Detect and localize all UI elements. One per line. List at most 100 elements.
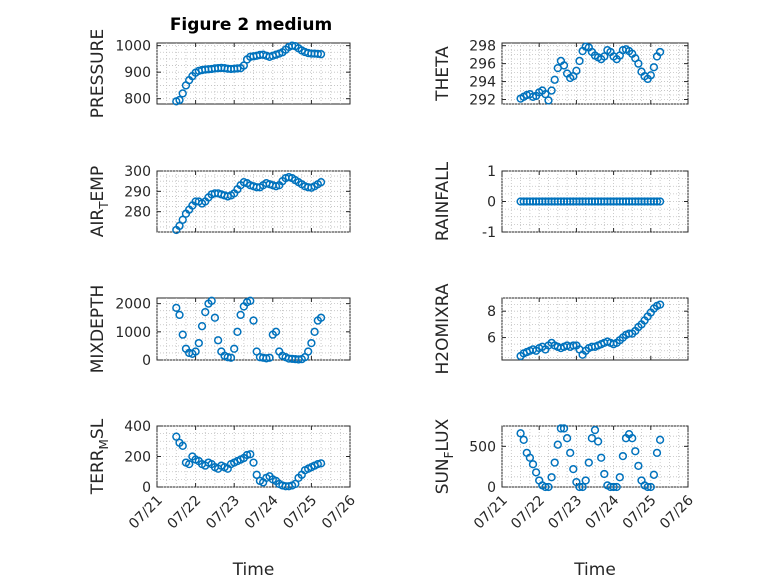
mixdepth-data-point: [262, 354, 271, 363]
terr-msl-x-tick-label: 07/23: [203, 493, 243, 533]
sun-flux-data-point: [593, 437, 603, 446]
pressure-data-point: [313, 49, 322, 59]
theta-data-point: [634, 59, 643, 68]
sun-flux-data-point: [566, 448, 575, 457]
sun-flux-data-point: [525, 453, 535, 462]
sun-flux-data-point: [615, 473, 624, 482]
sun-flux-x-tick-label: 07/21: [471, 493, 511, 533]
sun-flux-data-point: [575, 482, 584, 492]
sun-flux-data-point: [569, 464, 578, 474]
subplot-air-temp: 280 290 300 AIRTEMP: [88, 164, 351, 237]
theta-y-tick-label: 298: [469, 39, 496, 55]
terr-msl-data-point: [316, 459, 326, 468]
terr-msl-x-tick-label: 07/26: [319, 492, 359, 532]
rainfall-y-tick-label: 1: [487, 164, 496, 180]
sun-flux-data-point: [553, 440, 562, 449]
sun-flux-data-point: [581, 476, 590, 485]
sun-flux-y-axis-label: SUNFLUX: [433, 418, 456, 494]
mixdepth-data-point: [178, 330, 187, 339]
sun-flux-data-point: [643, 482, 652, 492]
sun-flux-data-point: [600, 469, 609, 479]
sun-flux-x-axis-label: Time: [573, 560, 616, 580]
theta-y-tick-label: 292: [469, 93, 496, 109]
terr-msl-data-point: [246, 450, 255, 459]
theta-data-point: [600, 52, 609, 61]
theta-data-point: [649, 63, 659, 72]
mixdepth-data-point: [223, 353, 232, 362]
terr-msl-data-point: [313, 459, 322, 469]
mixdepth-data-point: [230, 344, 239, 353]
mixdepth-data-point: [172, 303, 181, 313]
subplot-h2omixra: 6 8 H2OMIXRA: [433, 283, 689, 375]
subplot-pressure: 800 900 1000 PRESSURE: [88, 29, 351, 118]
subplot-terr-msl: 0 200 400 TERRMSL 07/2107/2207/2307/2407/250…: [88, 418, 359, 580]
theta-data-point: [575, 56, 584, 66]
sun-flux-data-point: [516, 429, 525, 438]
theta-data-point: [646, 71, 655, 80]
theta-y-axis-label: THETA: [433, 46, 453, 102]
mixdepth-data-point: [265, 353, 274, 362]
rainfall-data-point: [655, 197, 665, 206]
subplot-sun-flux: 0 500 SUNFLUX 07/2107/2207/2307/2407/2507/2…: [433, 418, 697, 580]
pressure-data-point: [233, 64, 242, 73]
mixdepth-data-point: [271, 327, 281, 336]
pressure-data-point: [178, 89, 187, 98]
mixdepth-data-point: [310, 327, 319, 336]
terr-msl-x-axis-label: Time: [232, 560, 275, 580]
sun-flux-data-point: [587, 434, 597, 443]
pressure-data-point: [316, 49, 326, 59]
mixdepth-y-tick-label: 0: [142, 353, 151, 369]
pressure-y-tick-label: 800: [124, 92, 151, 108]
rainfall-y-tick-label: -1: [482, 225, 496, 241]
h2omixra-y-tick-label: 6: [487, 331, 496, 347]
mixdepth-data-point: [316, 313, 326, 322]
terr-msl-y-tick-label: 400: [124, 419, 151, 435]
mixdepth-data-point: [213, 336, 223, 345]
rainfall-y-tick-label: 0: [487, 195, 496, 211]
h2omixra-data-point: [655, 300, 665, 309]
terr-msl-x-tick-label: 07/25: [280, 493, 320, 533]
sun-flux-data-point: [631, 447, 640, 456]
terr-msl-data-point: [178, 441, 187, 450]
mixdepth-data-point: [201, 307, 210, 317]
mixdepth-data-point: [304, 347, 313, 356]
sun-flux-x-tick-label: 07/22: [508, 493, 548, 533]
sun-flux-data-point: [612, 482, 621, 492]
air-temp-data-point: [178, 215, 187, 224]
air-temp-y-tick-label: 290: [124, 184, 151, 200]
terr-msl-data-point: [172, 432, 181, 441]
sun-flux-data-point: [597, 453, 606, 462]
sun-flux-x-tick-label: 07/26: [657, 492, 697, 532]
sun-flux-data-point: [655, 435, 665, 444]
mixdepth-data-point: [191, 347, 200, 356]
pressure-y-tick-label: 1000: [115, 39, 151, 55]
theta-data-point: [541, 89, 550, 99]
sun-flux-y-tick-label: 0: [487, 480, 496, 496]
terr-msl-data-point: [242, 450, 252, 460]
sun-flux-data-point: [547, 473, 556, 482]
sun-flux-data-point: [519, 435, 528, 444]
theta-y-tick-label: 296: [469, 57, 496, 73]
pressure-y-tick-label: 900: [124, 65, 151, 81]
sun-flux-data-point: [584, 458, 593, 467]
sun-flux-data-point: [646, 482, 655, 492]
sun-flux-data-point: [609, 482, 618, 492]
sun-flux-data-point: [634, 461, 643, 471]
sun-flux-data-point: [578, 482, 587, 492]
air-temp-y-tick-label: 280: [124, 205, 151, 221]
mixdepth-data-point: [236, 310, 245, 320]
terr-msl-x-tick-label: 07/21: [126, 493, 166, 533]
terr-msl-x-tick-label: 07/24: [242, 492, 282, 532]
air-temp-y-tick-label: 300: [124, 164, 151, 180]
mixdepth-y-axis-label: MIXDEPTH: [88, 285, 108, 374]
sun-flux-x-tick-label: 07/23: [545, 493, 585, 533]
figure-title: Figure 2 medium: [170, 15, 332, 35]
mixdepth-data-point: [246, 296, 255, 305]
air-temp-y-axis-label: AIRTEMP: [88, 166, 111, 237]
terr-msl-y-tick-label: 200: [124, 450, 151, 466]
terr-msl-data-point: [291, 479, 300, 489]
theta-data-point: [572, 66, 581, 75]
rainfall-y-axis-label: RAINFALL: [433, 161, 453, 241]
sun-flux-data-point: [649, 470, 659, 479]
